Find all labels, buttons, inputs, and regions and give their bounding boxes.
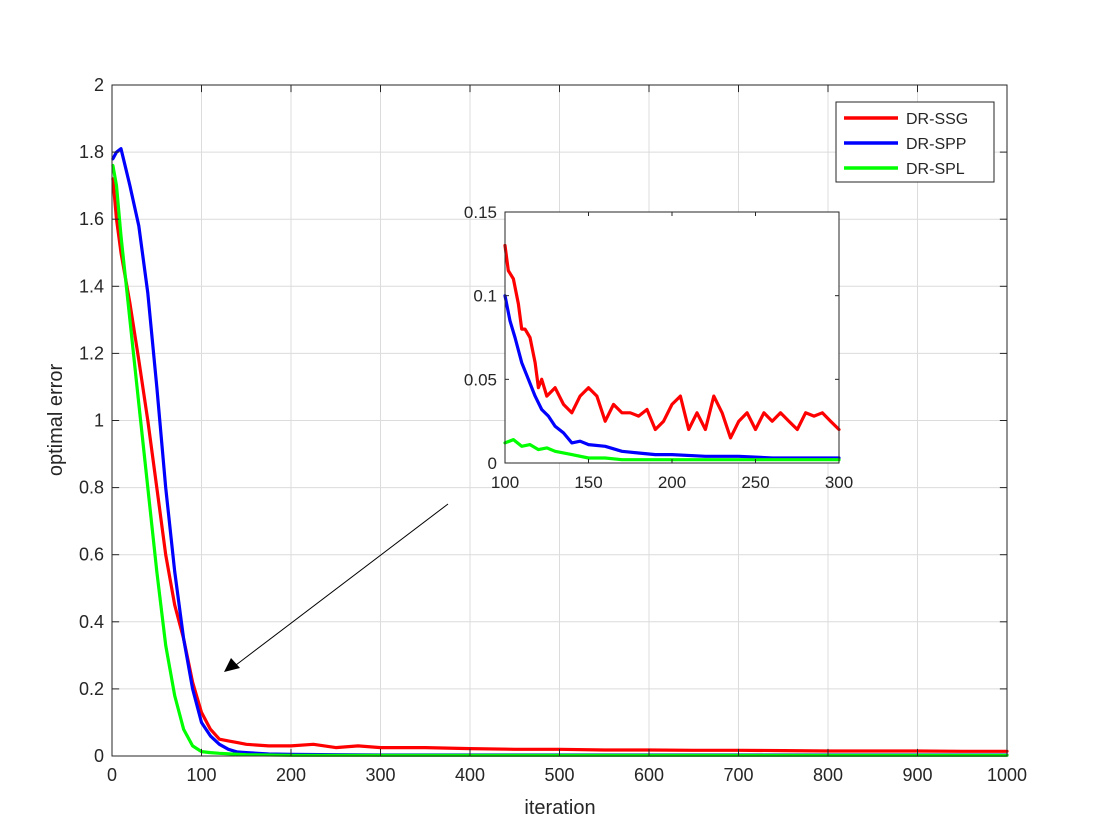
main-x-tick-label: 700 xyxy=(723,765,753,785)
main-x-tick-label: 300 xyxy=(365,765,395,785)
main-y-tick-label: 1.2 xyxy=(79,343,104,363)
inset-x-tick-label: 250 xyxy=(741,473,769,492)
main-y-tick-label: 1.6 xyxy=(79,209,104,229)
inset-series-group xyxy=(503,243,841,462)
inset-background xyxy=(505,212,839,463)
main-y-tick-label: 1.8 xyxy=(79,142,104,162)
inset-x-tick-label: 200 xyxy=(658,473,686,492)
inset-y-tick-label: 0.15 xyxy=(464,203,497,222)
main-y-tick-label: 0.4 xyxy=(79,612,104,632)
x-axis-label: iteration xyxy=(524,797,595,819)
inset-axis-tick-labels: 100 150 200 250 300 0 0.05 0.1 0.15 xyxy=(464,203,853,492)
legend-label-dr-spp: DR-SPP xyxy=(906,136,966,153)
main-series-line-dr-spl xyxy=(111,163,1009,757)
y-axis-label: optimal error xyxy=(45,364,67,477)
main-y-tick-label: 1 xyxy=(94,411,104,431)
main-y-tick-label: 0 xyxy=(94,746,104,766)
inset-x-tick-label: 100 xyxy=(491,473,519,492)
main-axis-tick-labels: 0 100 200 300 400 500 600 700 800 900 100000.20.40… xyxy=(79,75,1027,785)
main-x-tick-label: 600 xyxy=(634,765,664,785)
main-x-tick-label: 1000 xyxy=(987,765,1027,785)
legend-label-dr-spl: DR-SPL xyxy=(906,161,965,178)
inset-y-tick-label: 0.1 xyxy=(473,287,497,306)
main-y-tick-label: 0.8 xyxy=(79,478,104,498)
inset-y-tick-label: 0 xyxy=(488,454,497,473)
zoom-arrow xyxy=(224,503,449,672)
main-y-tick-label: 1.4 xyxy=(79,276,104,296)
inset-series-line-dr-spl xyxy=(503,438,841,462)
main-x-tick-label: 400 xyxy=(455,765,485,785)
zoom-arrow-head xyxy=(224,658,240,672)
inset-y-tick-label: 0.05 xyxy=(464,370,497,389)
zoom-arrow-shaft xyxy=(231,503,449,669)
main-x-tick-label: 200 xyxy=(276,765,306,785)
inset-series-line-dr-ssg xyxy=(503,243,841,440)
main-y-tick-label: 0.6 xyxy=(79,545,104,565)
main-x-tick-label: 800 xyxy=(813,765,843,785)
main-x-tick-label: 0 xyxy=(107,765,117,785)
legend-label-dr-ssg: DR-SSG xyxy=(906,111,968,128)
main-y-tick-label: 0.2 xyxy=(79,679,104,699)
inset-x-tick-label: 300 xyxy=(825,473,853,492)
main-x-tick-label: 500 xyxy=(544,765,574,785)
main-axis-ticks xyxy=(111,84,1008,757)
main-y-tick-label: 2 xyxy=(94,75,104,95)
inset-axis-ticks xyxy=(504,211,840,464)
inset-x-tick-label: 150 xyxy=(574,473,602,492)
legend: DR-SSG DR-SPP DR-SPL xyxy=(835,101,995,183)
main-x-tick-label: 900 xyxy=(902,765,932,785)
main-x-tick-label: 100 xyxy=(186,765,216,785)
inset-series-line-dr-spp xyxy=(503,294,841,460)
